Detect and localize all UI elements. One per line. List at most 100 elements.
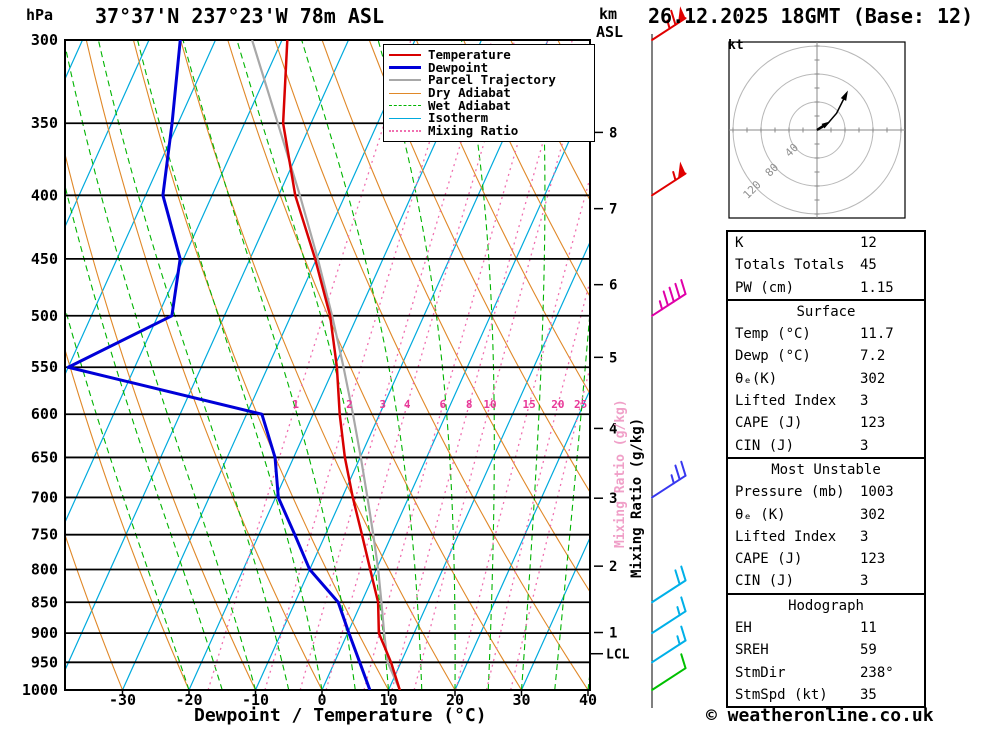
metric-label: Lifted Index bbox=[735, 528, 837, 545]
pressure-tick-label: 650 bbox=[31, 448, 58, 466]
metric-label: Totals Totals bbox=[735, 257, 845, 274]
dry-adiabat-line bbox=[463, 40, 590, 298]
legend-item: Parcel Trajectory bbox=[389, 74, 589, 87]
mixing-ratio-value-label: 20 bbox=[551, 398, 564, 411]
metric-value: 123 bbox=[860, 415, 886, 432]
legend-line-sample bbox=[389, 117, 421, 119]
metric-label: Temp (°C) bbox=[735, 326, 811, 343]
wet-adiabat-line bbox=[97, 40, 290, 690]
hodograph-arrowhead bbox=[821, 121, 831, 129]
metric-label: StmSpd (kt) bbox=[735, 686, 828, 703]
wind-barb bbox=[651, 653, 687, 691]
pressure-tick-label: 900 bbox=[31, 624, 58, 642]
legend-item-label: Parcel Trajectory bbox=[428, 72, 556, 88]
metric-value: 302 bbox=[860, 506, 886, 523]
legend-item-label: Wet Adiabat bbox=[428, 97, 511, 113]
dry-adiabat-line bbox=[65, 533, 124, 690]
hodograph-arrowhead bbox=[840, 90, 848, 101]
wet-adiabat-line bbox=[65, 183, 223, 690]
temperature-curve bbox=[281, 40, 401, 690]
metric-label: PW (cm) bbox=[735, 279, 795, 296]
metric-label: CAPE (J) bbox=[735, 415, 803, 432]
pressure-tick-label: 850 bbox=[31, 593, 58, 611]
pressure-tick-label: 950 bbox=[31, 653, 58, 671]
km-tick-label: 7 bbox=[609, 202, 617, 218]
km-tick-label: 2 bbox=[609, 559, 617, 575]
table-row: SREH 59 bbox=[728, 639, 924, 661]
metric-label: CIN (J) bbox=[735, 437, 795, 454]
metric-label: EH bbox=[735, 620, 752, 637]
wind-barb bbox=[651, 6, 687, 41]
legend-line-sample bbox=[389, 79, 421, 82]
metric-label: SREH bbox=[735, 642, 769, 659]
mixing-ratio-value-label: 4 bbox=[404, 398, 411, 411]
legend-item: Isotherm bbox=[389, 112, 589, 125]
legend-item-label: Dewpoint bbox=[428, 59, 489, 75]
pressure-tick-label: 500 bbox=[31, 307, 58, 325]
table-section-header: Most Unstable bbox=[771, 461, 881, 478]
metric-value: 3 bbox=[860, 393, 869, 410]
table-section-header: Hodograph bbox=[788, 597, 864, 614]
mixing-ratio-value-label: 25 bbox=[574, 398, 587, 411]
isotherm-line bbox=[0, 40, 16, 690]
wet-adiabat-line bbox=[136, 40, 323, 690]
wind-barb bbox=[651, 460, 687, 499]
isotherm-line bbox=[454, 388, 590, 690]
hodograph-ring-label: 80 bbox=[763, 161, 782, 180]
metric-value: 238° bbox=[860, 664, 894, 681]
metric-label: Pressure (mb) bbox=[735, 484, 845, 501]
copyright: © weatheronline.co.uk bbox=[706, 705, 934, 726]
wind-barb bbox=[651, 161, 687, 197]
metric-value: 3 bbox=[860, 437, 869, 454]
metric-value: 302 bbox=[860, 370, 886, 387]
metric-label: Lifted Index bbox=[735, 393, 837, 410]
metric-label: Dewp (°C) bbox=[735, 348, 811, 365]
pressure-tick-label: 400 bbox=[31, 186, 58, 204]
km-tick-label: 1 bbox=[609, 626, 617, 642]
metric-value: 1003 bbox=[860, 484, 894, 501]
wind-barb bbox=[651, 565, 687, 604]
temp-tick-label: -30 bbox=[109, 691, 136, 709]
x-axis-label: Dewpoint / Temperature (°C) bbox=[194, 705, 487, 726]
metric-label: θₑ(K) bbox=[735, 370, 778, 387]
metric-value: 11.7 bbox=[860, 326, 894, 343]
mixing-ratio-line bbox=[264, 40, 462, 690]
dewpoint-curve bbox=[66, 40, 372, 690]
table-row: Totals Totals 45 bbox=[728, 254, 924, 276]
station-title: 37°37'N 237°23'W 78m ASL bbox=[95, 4, 384, 28]
metric-value: 35 bbox=[860, 686, 877, 703]
mixing-ratio-axis-label: Mixing Ratio (g/kg) bbox=[629, 417, 645, 578]
legend-line-sample bbox=[389, 92, 421, 94]
hodograph-unit-label: kt bbox=[728, 38, 744, 53]
metric-label: CIN (J) bbox=[735, 573, 795, 590]
plot-frame bbox=[64, 39, 591, 691]
table-row: Temp (°C) 11.7 bbox=[728, 323, 924, 345]
pressure-tick-label: 550 bbox=[31, 358, 58, 376]
table-row: θₑ(K) 302 bbox=[728, 368, 924, 390]
metric-value: 1.15 bbox=[860, 279, 894, 296]
mixing-ratio-value-label: 1 bbox=[292, 398, 299, 411]
metric-label: K bbox=[735, 235, 744, 251]
mixing-ratio-axis-label-pink: Mixing Ratio (g/kg) bbox=[613, 399, 628, 548]
wet-adiabat-line bbox=[587, 668, 590, 690]
legend-line-sample bbox=[389, 54, 421, 57]
parcel-trajectory-curve bbox=[251, 40, 401, 690]
table-row: StmDir 238° bbox=[728, 662, 924, 684]
temp-tick-label: -10 bbox=[242, 691, 269, 709]
indices-table: K 12 Totals Totals 45 PW (cm) 1.15 Surface Temp… bbox=[726, 230, 926, 709]
mixing-ratio-value-label: 6 bbox=[440, 398, 447, 411]
mixing-ratio-value-label: 3 bbox=[379, 398, 386, 411]
legend-item: Wet Adiabat bbox=[389, 99, 589, 112]
km-tick-label: 5 bbox=[609, 350, 617, 366]
table-section: Surface Temp (°C) 11.7 Dewp (°C) 7.2 θₑ(K) 302… bbox=[726, 298, 926, 459]
km-tick-label: 6 bbox=[609, 278, 617, 294]
isotherm-line bbox=[254, 40, 549, 690]
table-row: EH 11 bbox=[728, 617, 924, 639]
table-row: CIN (J) 3 bbox=[728, 435, 924, 457]
pressure-tick-label: 1000 bbox=[22, 681, 58, 699]
metric-label: StmDir bbox=[735, 664, 786, 681]
table-section: K 12 Totals Totals 45 PW (cm) 1.15 bbox=[726, 230, 926, 301]
